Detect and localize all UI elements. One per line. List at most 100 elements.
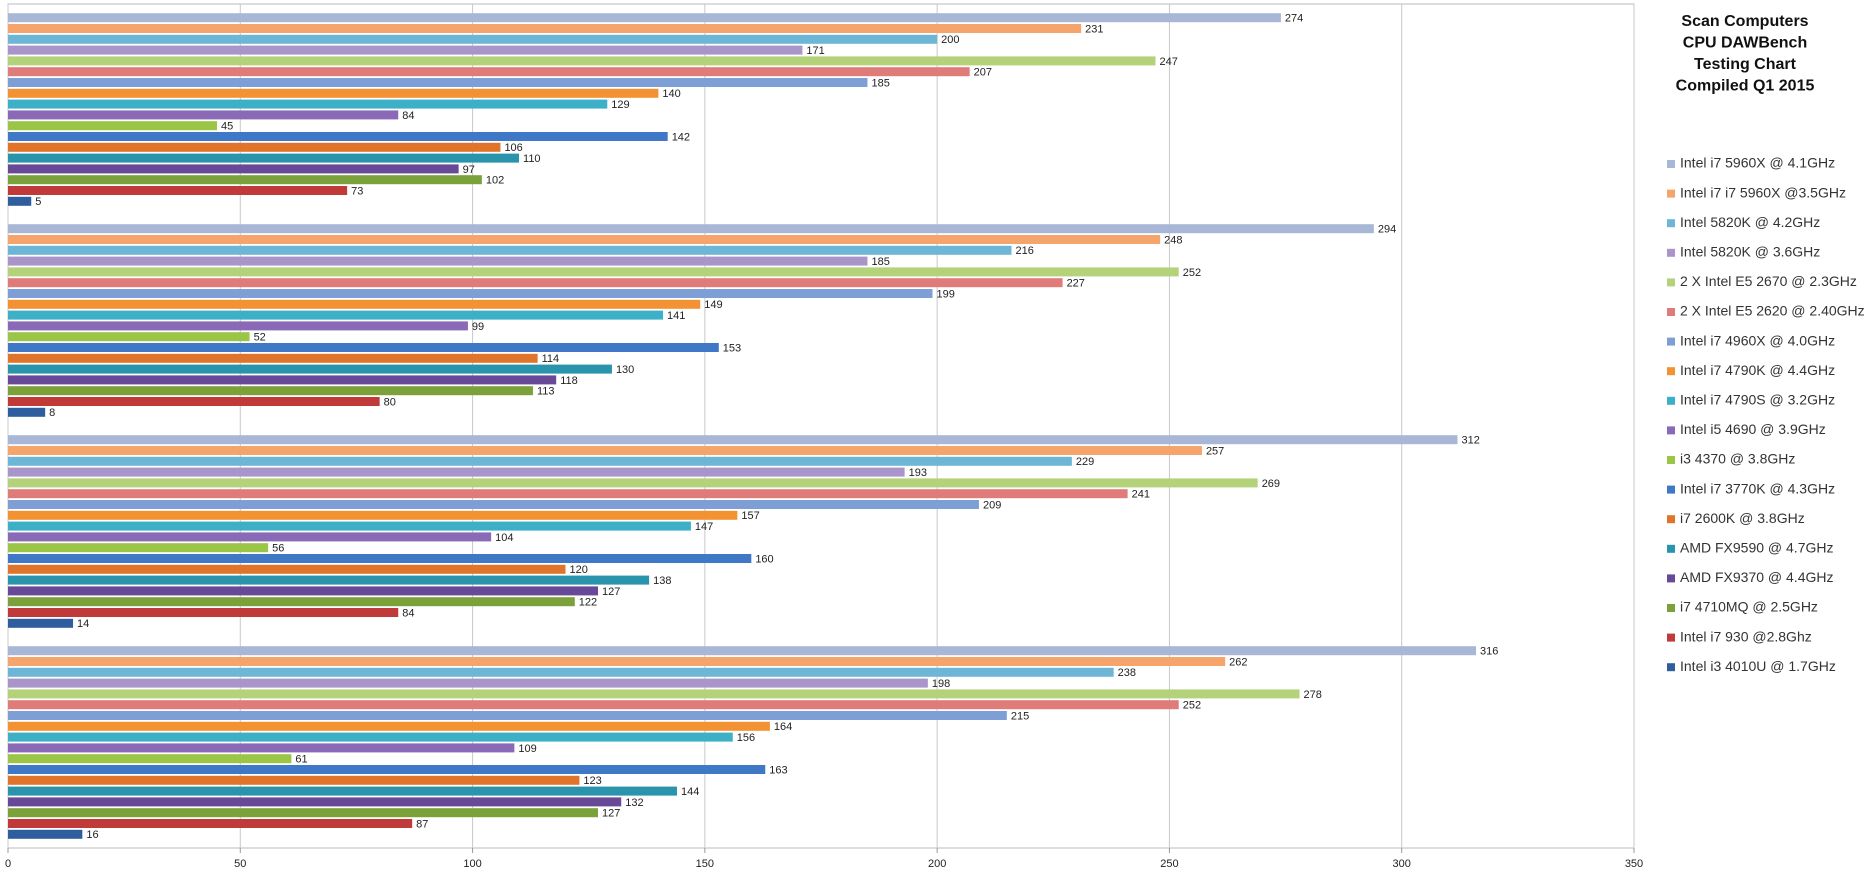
bar [8, 521, 691, 531]
value-label: 129 [611, 99, 629, 111]
bar [8, 224, 1374, 234]
bar [8, 808, 599, 818]
value-label: 269 [1262, 478, 1280, 490]
legend-label: Intel 5820K @ 4.2GHz [1680, 214, 1820, 230]
bar [8, 575, 650, 585]
legend-swatch [1667, 367, 1675, 376]
bar [8, 78, 868, 87]
bar [8, 446, 1202, 455]
bar [8, 196, 32, 206]
bar [8, 164, 459, 174]
value-label: 163 [769, 764, 787, 776]
legend-label: Intel i7 4790K @ 4.4GHz [1680, 362, 1835, 378]
value-label: 312 [1461, 435, 1479, 447]
bar [8, 786, 677, 796]
bar [8, 689, 1300, 699]
value-label: 153 [723, 342, 741, 354]
x-tick-label: 50 [234, 858, 246, 870]
value-label: 8 [49, 407, 55, 419]
value-label: 171 [806, 45, 824, 57]
bar [8, 245, 1012, 255]
value-label: 209 [983, 499, 1001, 511]
x-tick-label: 350 [1625, 858, 1643, 870]
legend-swatch [1667, 308, 1675, 316]
chart-title: Testing Chart [1694, 56, 1797, 73]
legend-swatch [1667, 604, 1675, 612]
value-label: 52 [254, 332, 266, 344]
bar [8, 435, 1458, 445]
value-label: 16 [86, 829, 98, 841]
value-label: 106 [504, 142, 522, 154]
bar [8, 289, 933, 298]
value-label: 122 [579, 597, 597, 609]
bar [8, 407, 46, 417]
legend-swatch [1667, 544, 1675, 553]
bar [8, 332, 250, 342]
legend-label: Intel i7 4960X @ 4.0GHz [1680, 332, 1835, 348]
bar [8, 397, 380, 406]
bar [8, 700, 1179, 710]
bar [8, 186, 348, 195]
value-label: 185 [871, 77, 889, 89]
value-label: 149 [704, 299, 722, 311]
value-label: 80 [384, 396, 396, 408]
bar [8, 478, 1258, 488]
value-label: 97 [463, 164, 475, 176]
value-label: 61 [295, 754, 307, 766]
bar [8, 175, 482, 185]
bar [8, 56, 1156, 66]
value-label: 14 [77, 618, 89, 630]
bar [8, 775, 580, 785]
value-label: 144 [681, 786, 699, 798]
bar [8, 678, 928, 688]
value-label: 120 [569, 564, 587, 576]
value-label: 160 [755, 553, 773, 565]
value-label: 198 [932, 678, 950, 690]
bar [8, 732, 733, 742]
legend-swatch [1667, 663, 1675, 672]
value-label: 185 [871, 256, 889, 268]
value-label: 294 [1378, 224, 1396, 236]
value-label: 262 [1229, 656, 1247, 668]
bar [8, 343, 719, 352]
value-label: 45 [221, 121, 233, 133]
value-label: 147 [695, 521, 713, 533]
value-label: 316 [1480, 646, 1498, 658]
value-label: 5 [35, 196, 41, 208]
value-label: 99 [472, 321, 484, 333]
bar [8, 34, 938, 44]
bar [8, 310, 664, 320]
bar [8, 24, 1082, 33]
bar [8, 467, 905, 477]
chart-title: CPU DAWBench [1683, 35, 1807, 52]
bar [8, 99, 608, 109]
value-label: 138 [653, 575, 671, 587]
bar [8, 13, 1281, 23]
value-label: 123 [583, 775, 601, 787]
value-label: 164 [774, 721, 792, 733]
bar [8, 153, 520, 163]
bar [8, 456, 1072, 466]
bar [8, 819, 413, 828]
value-label: 200 [941, 34, 959, 46]
value-label: 110 [523, 153, 541, 165]
value-label: 130 [616, 364, 634, 376]
value-label: 109 [518, 743, 536, 755]
value-label: 207 [974, 67, 992, 79]
value-label: 252 [1183, 267, 1201, 279]
value-label: 102 [486, 175, 504, 187]
value-label: 118 [560, 375, 578, 387]
bar [8, 267, 1179, 277]
value-label: 247 [1159, 56, 1177, 68]
bar [8, 597, 575, 607]
value-label: 56 [272, 543, 284, 555]
x-tick-label: 200 [928, 858, 946, 870]
bar [8, 711, 1007, 720]
legend-swatch [1667, 515, 1675, 524]
plot-area [7, 3, 1635, 849]
bar [8, 45, 803, 55]
legend-label: Intel i5 4690 @ 3.9GHz [1680, 421, 1826, 437]
legend-swatch [1667, 396, 1675, 405]
legend-label: Intel 5820K @ 3.6GHz [1680, 244, 1820, 260]
